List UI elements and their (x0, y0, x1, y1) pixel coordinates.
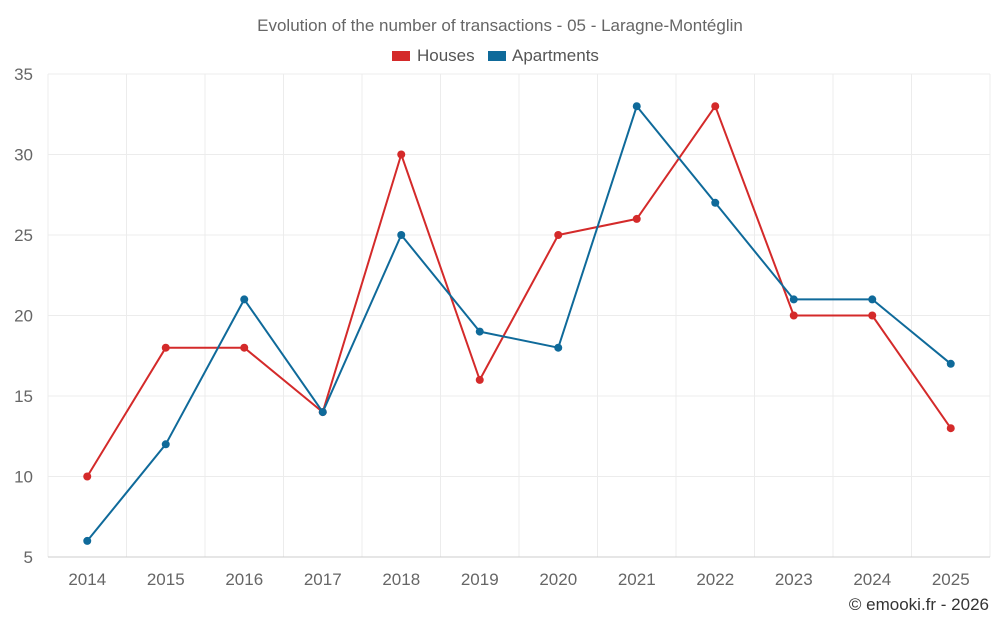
data-point-apartments[interactable] (397, 231, 406, 239)
data-point-houses[interactable] (946, 424, 955, 433)
y-axis: 5 10 15 20 25 30 35 (14, 65, 33, 567)
x-tick-label: 2025 (932, 570, 970, 589)
data-point-houses[interactable] (554, 231, 563, 239)
credit-text: © emooki.fr - 2026 (849, 595, 989, 614)
y-tick-label: 20 (14, 307, 33, 326)
x-tick-label: 2018 (382, 570, 420, 589)
y-tick-label: 30 (14, 146, 33, 165)
x-axis: 2014 2015 2016 2017 2018 2019 2020 2021 2022 2023… (68, 570, 969, 589)
x-tick-label: 2020 (539, 570, 577, 589)
x-tick-label: 2024 (853, 570, 891, 589)
x-tick-label: 2021 (618, 570, 656, 589)
x-tick-label: 2014 (68, 570, 106, 589)
x-tick-label: 2016 (225, 570, 263, 589)
x-tick-label: 2019 (461, 570, 499, 589)
data-point-apartments[interactable] (240, 295, 249, 304)
x-tick-label: 2023 (775, 570, 813, 589)
y-tick-label: 35 (14, 65, 33, 84)
y-tick-label: 25 (14, 226, 33, 245)
legend-label-apartments[interactable]: Apartments (512, 46, 599, 65)
data-point-apartments[interactable] (711, 198, 720, 207)
data-point-houses[interactable] (397, 150, 406, 159)
data-point-houses[interactable] (711, 102, 720, 111)
x-tick-label: 2015 (147, 570, 185, 589)
legend: Houses Apartments (392, 46, 599, 65)
data-point-apartments[interactable] (318, 408, 327, 417)
data-point-apartments[interactable] (161, 440, 170, 449)
y-tick-label: 15 (14, 387, 33, 406)
data-point-houses[interactable] (83, 472, 92, 481)
data-point-houses[interactable] (240, 343, 249, 352)
x-tick-label: 2017 (304, 570, 342, 589)
data-point-houses[interactable] (632, 214, 641, 223)
chart-title: Evolution of the number of transactions … (257, 16, 743, 35)
series-line-apartments (86, 105, 952, 542)
data-point-apartments[interactable] (946, 359, 955, 368)
series-group (83, 102, 955, 545)
data-point-apartments[interactable] (554, 343, 563, 352)
legend-swatch-houses[interactable] (392, 51, 410, 61)
data-point-apartments[interactable] (475, 327, 484, 336)
legend-label-houses[interactable]: Houses (417, 46, 475, 65)
data-point-apartments[interactable] (632, 102, 641, 111)
legend-swatch-apartments[interactable] (488, 51, 506, 61)
y-tick-label: 10 (14, 468, 33, 487)
data-point-apartments[interactable] (83, 536, 92, 545)
x-tick-label: 2022 (696, 570, 734, 589)
data-point-apartments[interactable] (789, 295, 798, 304)
y-tick-label: 5 (24, 548, 33, 567)
grid (47, 73, 991, 558)
data-point-houses[interactable] (161, 343, 170, 352)
data-point-houses[interactable] (868, 311, 877, 320)
data-point-houses[interactable] (789, 311, 798, 320)
data-point-apartments[interactable] (868, 295, 877, 304)
series-line-houses (86, 105, 952, 478)
data-point-houses[interactable] (475, 375, 484, 384)
